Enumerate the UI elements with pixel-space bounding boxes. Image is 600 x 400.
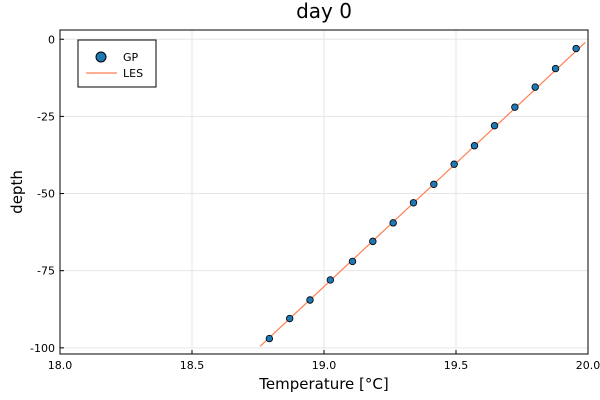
gp-point (389, 219, 397, 227)
gp-point (430, 180, 438, 188)
y-axis-label: depth (8, 170, 26, 214)
gp-point (285, 314, 294, 323)
x-tick-label: 20.0 (576, 359, 600, 372)
gp-point (326, 276, 335, 284)
les-line (259, 41, 586, 347)
x-tick-label: 19.0 (312, 359, 337, 372)
gp-point (306, 296, 314, 304)
y-tick-label: -25 (37, 110, 55, 123)
y-tick-label: -100 (30, 342, 55, 355)
y-tick-label: -50 (37, 188, 55, 201)
gp-point (511, 103, 519, 111)
x-tick-label: 18.5 (180, 359, 205, 372)
y-ticks: 0 -25 -50 -75 -100 (30, 33, 64, 355)
gp-point (348, 257, 357, 266)
legend: GP LES (77, 39, 157, 88)
legend-box (77, 39, 157, 88)
x-ticks: 18.0 18.5 19.0 19.5 20.0 (48, 350, 600, 372)
gp-point (531, 83, 539, 91)
gp-point (551, 64, 560, 73)
gp-point (470, 142, 479, 150)
gp-point (409, 199, 418, 207)
legend-les-label: LES (123, 67, 143, 80)
x-tick-label: 19.5 (444, 359, 469, 372)
gp-point (369, 237, 377, 246)
legend-gp-label: GP (123, 51, 139, 64)
series-layer (259, 41, 586, 347)
y-tick-label: 0 (48, 33, 55, 46)
gp-point (450, 160, 458, 168)
chart-title: day 0 (296, 0, 352, 23)
x-axis-label: Temperature [°C] (258, 375, 388, 393)
y-tick-label: -75 (37, 265, 55, 278)
gp-point (572, 44, 580, 53)
x-tick-label: 18.0 (48, 359, 73, 372)
legend-gp-marker (95, 51, 107, 63)
gp-point (265, 334, 274, 343)
gp-point (490, 121, 499, 130)
